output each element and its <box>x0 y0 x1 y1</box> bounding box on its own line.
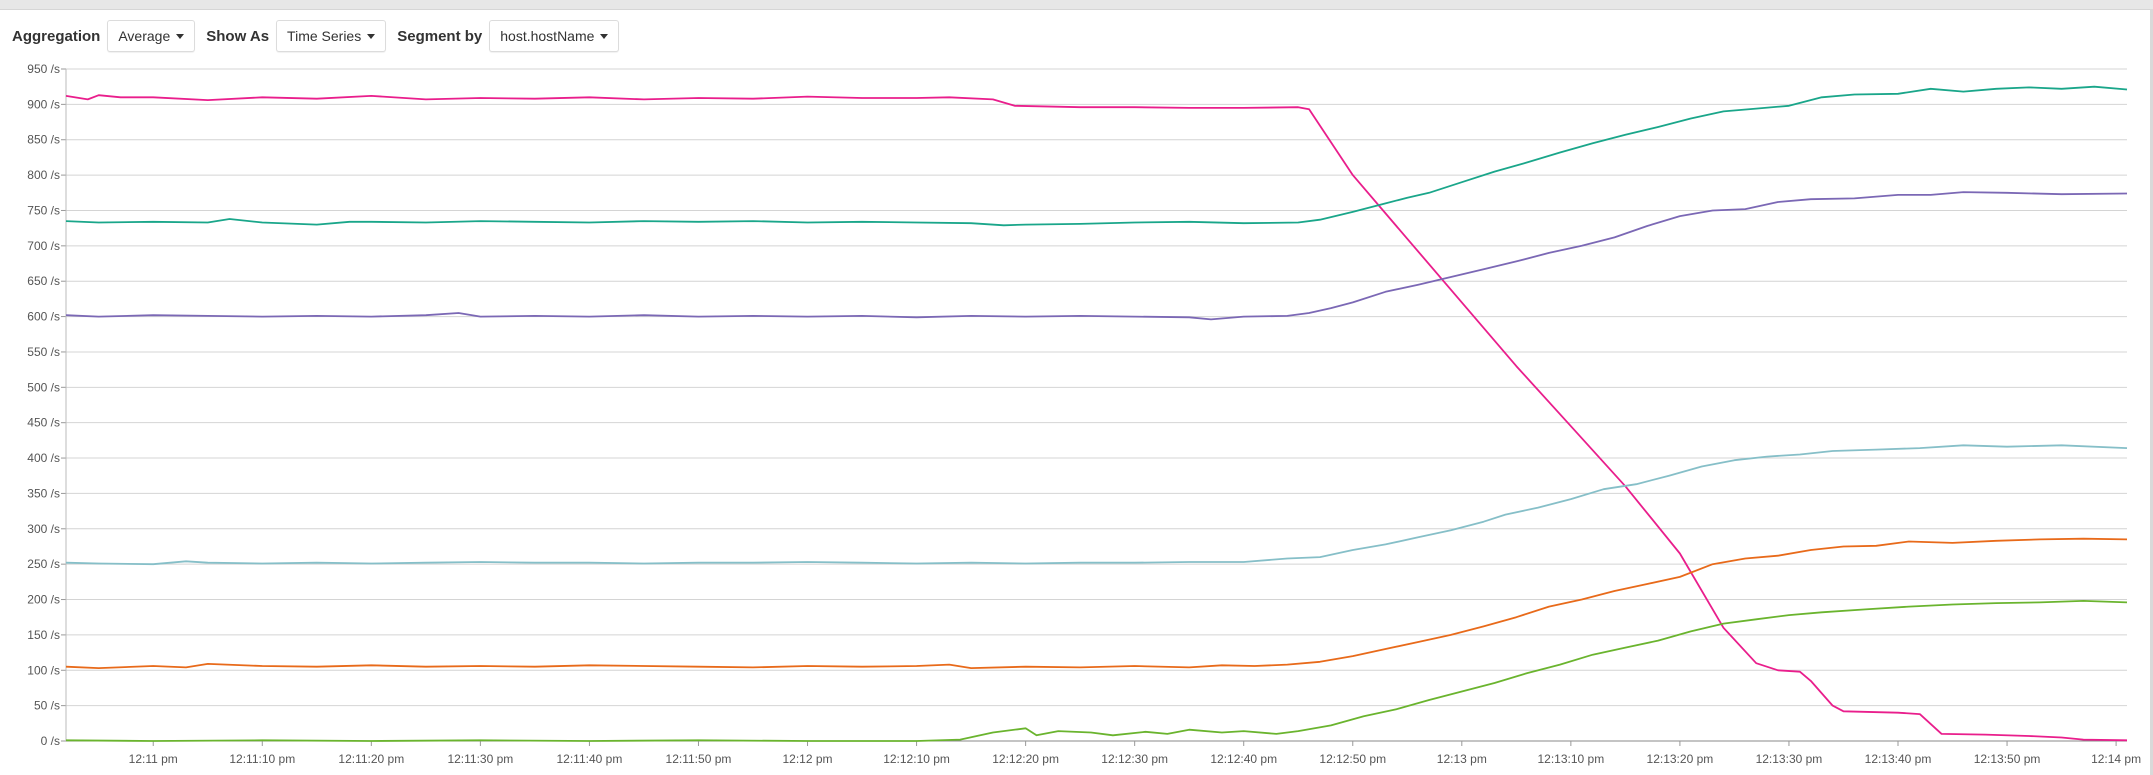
y-tick-label: 750 /s <box>27 203 60 217</box>
show-as-value: Time Series <box>287 28 362 44</box>
y-tick-label: 250 /s <box>27 557 60 571</box>
x-tick-label: 12:13:10 pm <box>1537 752 1604 766</box>
series-line-3 <box>65 191 2128 321</box>
series-line-1 <box>65 94 2128 742</box>
x-tick-label: 12:11:30 pm <box>447 752 513 766</box>
y-tick-label: 650 /s <box>27 274 60 288</box>
x-tick-label: 12:12:40 pm <box>1210 752 1277 766</box>
y-tick-label: 50 /s <box>34 699 60 713</box>
x-tick-label: 12:13:30 pm <box>1756 752 1823 766</box>
y-tick-label: 500 /s <box>27 380 60 394</box>
show-as-dropdown[interactable]: Time Series <box>276 20 387 52</box>
time-series-chart[interactable]: 0 /s 50 /s 100 /s 150 /s 200 /s 250 /s 300 /s 3… <box>0 56 2150 775</box>
series-line-2 <box>65 85 2128 227</box>
aggregation-label: Aggregation <box>12 27 101 45</box>
caret-down-icon <box>600 33 609 39</box>
y-tick-label: 350 /s <box>27 486 60 500</box>
y-tick-label: 400 /s <box>27 451 60 465</box>
x-tick-label: 12:11:20 pm <box>338 752 404 766</box>
show-as-label: Show As <box>206 27 270 45</box>
x-tick-label: 12:11:40 pm <box>557 752 623 766</box>
y-tick-label: 950 /s <box>27 62 60 76</box>
chart-controls: Aggregation Average Show As Time Series … <box>12 20 630 52</box>
x-tick-label: 12:11:10 pm <box>229 752 295 766</box>
vertical-scrollbar[interactable] <box>2150 9 2153 775</box>
y-tick-label: 450 /s <box>27 416 60 430</box>
x-tick-label: 12:14 pm <box>2091 752 2141 766</box>
aggregation-dropdown[interactable]: Average <box>107 20 196 52</box>
x-tick-label: 12:13:50 pm <box>1974 752 2041 766</box>
segment-by-label: Segment by <box>397 27 483 45</box>
y-tick-label: 850 /s <box>27 133 60 147</box>
segment-by-dropdown[interactable]: host.hostName <box>489 20 620 52</box>
y-tick-label: 150 /s <box>27 628 60 642</box>
series-line-4 <box>65 444 2128 566</box>
y-tick-label: 800 /s <box>27 168 60 182</box>
aggregation-value: Average <box>118 28 171 44</box>
x-tick-label: 12:12:30 pm <box>1101 752 1168 766</box>
segment-by-value: host.hostName <box>500 28 595 44</box>
y-tick-label: 200 /s <box>27 593 60 607</box>
series-line-5 <box>65 537 2128 669</box>
x-tick-label: 12:12:50 pm <box>1319 752 1386 766</box>
caret-down-icon <box>367 33 376 39</box>
y-tick-label: 900 /s <box>27 97 60 111</box>
series-line-6 <box>65 600 2128 742</box>
x-tick-label: 12:11:50 pm <box>666 752 732 766</box>
x-tick-label: 12:12:10 pm <box>883 752 950 766</box>
caret-down-icon <box>176 33 185 39</box>
y-tick-label: 600 /s <box>27 310 60 324</box>
y-tick-label: 0 /s <box>41 734 60 748</box>
x-tick-label: 12:13:40 pm <box>1865 752 1932 766</box>
y-tick-label: 700 /s <box>27 239 60 253</box>
x-tick-label: 12:12 pm <box>783 752 833 766</box>
x-tick-label: 12:11 pm <box>129 752 178 766</box>
x-tick-label: 12:13:20 pm <box>1647 752 1714 766</box>
x-tick-label: 12:12:20 pm <box>992 752 1059 766</box>
top-toolbar-strip <box>0 0 2153 10</box>
y-tick-label: 300 /s <box>27 522 60 536</box>
x-tick-label: 12:13 pm <box>1437 752 1487 766</box>
y-tick-label: 100 /s <box>27 663 60 677</box>
y-tick-label: 550 /s <box>27 345 60 359</box>
